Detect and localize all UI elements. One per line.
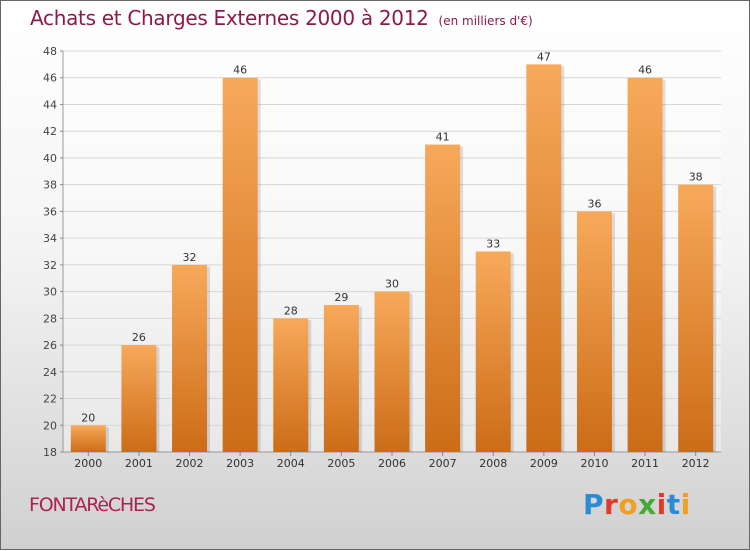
x-tick-label: 2011 — [631, 457, 659, 470]
y-tick-label: 32 — [43, 259, 57, 272]
chart-unit: (en milliers d'€) — [438, 14, 533, 28]
y-tick-label: 22 — [43, 393, 57, 406]
brand-letter: i — [680, 488, 691, 521]
bar — [526, 64, 562, 452]
y-tick-label: 26 — [43, 339, 57, 352]
bar — [374, 291, 410, 452]
bar — [323, 304, 359, 452]
bar — [222, 77, 258, 452]
chart-title: Achats et Charges Externes 2000 à 2012 (e… — [30, 6, 533, 30]
bar-value-label: 33 — [486, 238, 500, 251]
y-tick-label: 38 — [43, 179, 57, 192]
bar — [627, 77, 663, 452]
x-tick-label: 2003 — [226, 457, 254, 470]
y-tick-label: 36 — [43, 205, 57, 218]
commune-name: FONTARèCHES — [29, 494, 156, 516]
bar — [273, 318, 309, 452]
x-tick-label: 2008 — [479, 457, 507, 470]
y-tick-label: 30 — [43, 286, 57, 299]
bar-value-label: 32 — [183, 251, 197, 264]
y-tick-label: 44 — [43, 98, 57, 111]
bar-value-label: 20 — [81, 411, 95, 424]
y-tick-label: 24 — [43, 366, 57, 379]
bar — [70, 425, 106, 452]
bar-value-label: 46 — [233, 64, 247, 77]
bar — [576, 211, 612, 452]
x-tick-label: 2000 — [74, 457, 102, 470]
y-tick-label: 34 — [43, 232, 57, 245]
brand-letter: o — [618, 488, 639, 521]
chart-title-text: Achats et Charges Externes 2000 à 2012 — [30, 6, 429, 30]
bar-value-label: 38 — [689, 171, 703, 184]
x-tick-label: 2005 — [327, 457, 355, 470]
bar — [678, 184, 714, 452]
bar — [475, 251, 511, 452]
brand-letter: x — [638, 488, 657, 521]
brand-letter: P — [583, 488, 605, 521]
x-tick-label: 2007 — [429, 457, 457, 470]
y-tick-label: 18 — [43, 446, 57, 459]
y-tick-label: 28 — [43, 312, 57, 325]
y-tick-label: 40 — [43, 152, 57, 165]
bar-value-label: 28 — [284, 304, 298, 317]
bar-value-label: 30 — [385, 278, 399, 291]
bar-value-label: 41 — [436, 131, 450, 144]
bar — [121, 345, 157, 452]
y-tick-label: 20 — [43, 419, 57, 432]
brand-logo: Proxiti — [583, 488, 691, 521]
x-tick-label: 2009 — [530, 457, 558, 470]
y-tick-label: 48 — [43, 45, 57, 58]
x-tick-label: 2006 — [378, 457, 406, 470]
brand-letter: i — [656, 488, 667, 521]
x-tick-label: 2012 — [682, 457, 710, 470]
bar-value-label: 36 — [587, 197, 601, 210]
x-tick-label: 2002 — [176, 457, 204, 470]
brand-letter: r — [604, 488, 619, 521]
bar-value-label: 26 — [132, 331, 146, 344]
x-tick-label: 2001 — [125, 457, 153, 470]
x-tick-label: 2010 — [580, 457, 608, 470]
bar-value-label: 46 — [638, 64, 652, 77]
bar-value-label: 47 — [537, 50, 551, 63]
y-tick-label: 42 — [43, 125, 57, 138]
bar — [425, 144, 461, 453]
brand-letter: t — [666, 488, 681, 521]
bar — [172, 264, 208, 452]
bar-value-label: 29 — [334, 291, 348, 304]
y-tick-label: 46 — [43, 72, 57, 85]
x-tick-label: 2004 — [277, 457, 305, 470]
